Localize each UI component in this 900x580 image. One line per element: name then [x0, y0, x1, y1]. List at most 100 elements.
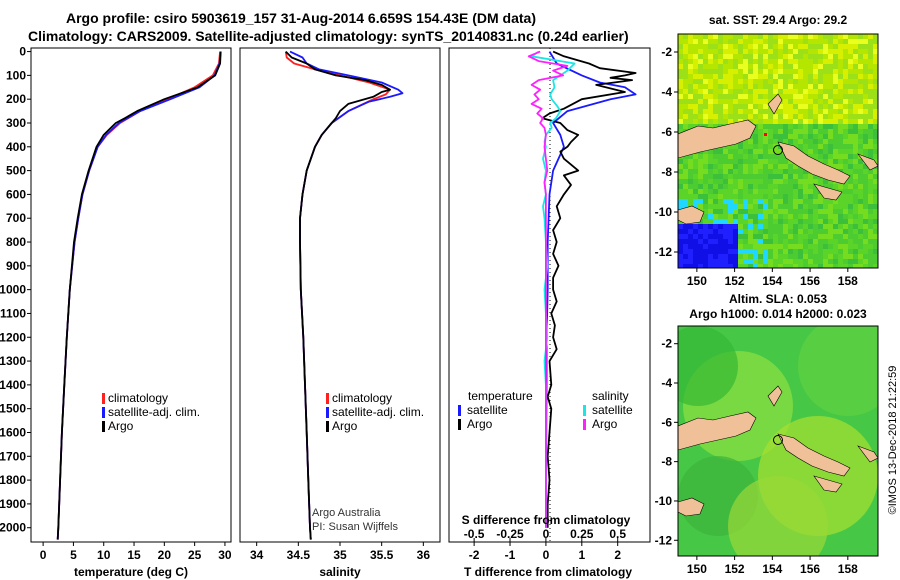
- sst-cell: [693, 74, 698, 79]
- sst-cell: [803, 264, 808, 268]
- sst-cell: [768, 184, 773, 189]
- sst-cell: [758, 184, 763, 189]
- sst-cell: [683, 239, 688, 244]
- sst-cell: [688, 59, 693, 64]
- sst-cell: [853, 124, 858, 129]
- sst-cell: [808, 69, 813, 74]
- map-x-tick-label: 156: [800, 562, 820, 576]
- sst-cell: [688, 34, 693, 39]
- sst-cell: [873, 189, 878, 194]
- sst-cell: [798, 94, 803, 99]
- sst-cell: [768, 79, 773, 84]
- sst-cell: [853, 74, 858, 79]
- sst-cell: [838, 149, 843, 154]
- sst-cell: [798, 49, 803, 54]
- sst-cell: [858, 64, 863, 69]
- sst-cell: [713, 184, 718, 189]
- sst-cell: [778, 79, 783, 84]
- sst-cell: [723, 119, 728, 124]
- sst-cell: [758, 49, 763, 54]
- sst-cell: [783, 39, 788, 44]
- legend-label: Argo: [108, 419, 134, 433]
- sst-cell: [768, 44, 773, 49]
- sst-cell: [778, 134, 783, 139]
- sst-cell: [858, 79, 863, 84]
- sst-cell: [813, 229, 818, 234]
- sst-cell: [788, 119, 793, 124]
- sst-cell: [813, 84, 818, 89]
- sst-cell: [758, 154, 763, 159]
- sst-cell: [703, 84, 708, 89]
- sst-cell: [848, 34, 853, 39]
- sst-cell: [803, 44, 808, 49]
- sst-cell: [843, 49, 848, 54]
- sst-cell: [803, 249, 808, 254]
- sst-cell: [848, 139, 853, 144]
- sst-cell: [678, 234, 683, 239]
- legend-label: satellite: [592, 403, 633, 417]
- sst-cell: [863, 104, 868, 109]
- sst-cell: [753, 244, 758, 249]
- sst-cell: [823, 149, 828, 154]
- sst-cell: [718, 244, 723, 249]
- x-tick-label: 2: [614, 548, 621, 562]
- sst-cell: [768, 249, 773, 254]
- sst-cell: [813, 154, 818, 159]
- sst-cell: [763, 219, 768, 224]
- depth-tick-label: 800: [6, 235, 26, 249]
- sst-cell: [788, 239, 793, 244]
- sst-cell: [868, 234, 873, 239]
- sst-cell: [738, 109, 743, 114]
- sst-cell: [793, 49, 798, 54]
- sst-cell: [813, 114, 818, 119]
- s-tick-label: 0.5: [609, 527, 626, 541]
- sst-cell: [868, 179, 873, 184]
- sst-cell: [848, 194, 853, 199]
- sst-cell: [743, 264, 748, 268]
- sst-cell: [683, 224, 688, 229]
- sst-cell: [788, 264, 793, 268]
- sst-cell: [863, 44, 868, 49]
- sst-cell: [768, 264, 773, 268]
- sst-cell: [678, 174, 683, 179]
- sst-cell: [693, 184, 698, 189]
- sst-cell: [733, 184, 738, 189]
- sst-cell: [843, 204, 848, 209]
- sst-cell: [698, 119, 703, 124]
- sst-cell: [858, 84, 863, 89]
- sst-cell: [803, 34, 808, 39]
- sst-cell: [683, 159, 688, 164]
- sst-cell: [718, 219, 723, 224]
- sst-cell: [773, 149, 778, 154]
- sst-cell: [793, 99, 798, 104]
- sst-cell: [873, 169, 878, 174]
- sst-cell: [753, 199, 758, 204]
- sst-cell: [808, 64, 813, 69]
- sst-cell: [678, 114, 683, 119]
- sst-cell: [683, 74, 688, 79]
- sst-cell: [828, 254, 833, 259]
- sst-cell: [763, 39, 768, 44]
- sst-cell: [803, 259, 808, 264]
- sst-cell: [798, 79, 803, 84]
- sst-cell: [698, 239, 703, 244]
- sst-cell: [818, 129, 823, 134]
- sst-cell: [698, 64, 703, 69]
- sst-cell: [813, 94, 818, 99]
- sst-cell: [768, 154, 773, 159]
- sst-cell: [853, 44, 858, 49]
- sst-cell: [798, 234, 803, 239]
- sst-cell: [833, 114, 838, 119]
- sst-cell: [743, 259, 748, 264]
- sst-cell: [713, 34, 718, 39]
- sst-cell: [853, 59, 858, 64]
- sst-cell: [848, 159, 853, 164]
- sst-cell: [868, 244, 873, 249]
- sst-cell: [763, 94, 768, 99]
- sst-cell: [748, 104, 753, 109]
- sst-cell: [853, 149, 858, 154]
- depth-tick-label: 1500: [0, 402, 26, 416]
- sst-cell: [863, 264, 868, 268]
- sst-cell: [688, 39, 693, 44]
- sst-cell: [723, 59, 728, 64]
